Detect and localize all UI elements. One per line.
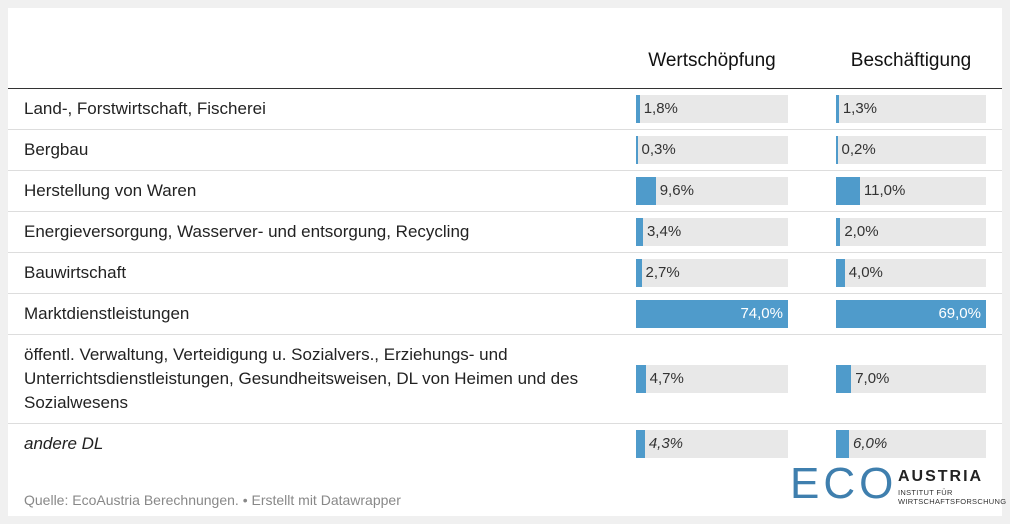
table-row: Bauwirtschaft 2,7% 4,0%: [8, 253, 1002, 294]
value-label: 4,3%: [648, 435, 684, 452]
row-label: Marktdienstleistungen: [24, 304, 190, 323]
table-row: Herstellung von Waren 9,6% 11,0%: [8, 171, 1002, 212]
bar: [836, 218, 841, 246]
bar-background: 9,6%: [636, 177, 788, 205]
table-row: andere DL 4,3% 6,0%: [8, 424, 1002, 464]
bar: [636, 300, 788, 328]
bar: [636, 177, 656, 205]
table-row: Marktdienstleistungen 74,0% 69,0%: [8, 294, 1002, 335]
value-label: 2,7%: [645, 264, 680, 281]
row-label: Bergbau: [24, 140, 89, 159]
row-label: öffentl. Verwaltung, Verteidigung u. Soz…: [24, 345, 579, 412]
bar-background: 0,3%: [636, 136, 788, 164]
row-label: Energieversorgung, Wasserver- und entsor…: [24, 222, 470, 241]
bar: [636, 136, 638, 164]
bar: [836, 136, 838, 164]
bar-background: 1,8%: [636, 95, 788, 123]
bar: [636, 95, 640, 123]
value-label: 2,0%: [844, 223, 879, 240]
value-label: 1,3%: [842, 100, 878, 117]
bar-background: 2,7%: [636, 259, 788, 287]
logo-name: AUSTRIA: [898, 468, 984, 485]
value-label: 3,4%: [646, 223, 682, 240]
row-label: andere DL: [24, 434, 104, 453]
bar: [836, 177, 860, 205]
bar-background: 74,0%: [636, 300, 788, 328]
table-body: Land-, Forstwirtschaft, Fischerei 1,8% 1,3…: [8, 89, 1002, 464]
column-header: Wertschöpfung: [648, 50, 776, 71]
bar-background: 1,3%: [836, 95, 986, 123]
bar: [636, 259, 642, 287]
bar: [836, 365, 852, 393]
table-row: öffentl. Verwaltung, Verteidigung u. Soz…: [8, 335, 1002, 424]
bar: [836, 95, 839, 123]
bar-background: 2,0%: [836, 218, 986, 246]
row-label: Bauwirtschaft: [24, 263, 127, 282]
bar-background: 11,0%: [836, 177, 986, 205]
bar-background: 3,4%: [636, 218, 788, 246]
table-row: Energieversorgung, Wasserver- und entsor…: [8, 212, 1002, 253]
bar: [836, 300, 986, 328]
value-label: 6,0%: [853, 435, 888, 452]
table-row: Bergbau 0,3% 0,2%: [8, 130, 1002, 171]
value-label: 9,6%: [659, 182, 694, 199]
value-label: 11,0%: [863, 182, 906, 199]
bar-background: 4,0%: [836, 259, 986, 287]
table-row: Land-, Forstwirtschaft, Fischerei 1,8% 1,3…: [8, 89, 1002, 130]
logo-line: WIRTSCHAFTSFORSCHUNG: [898, 497, 1007, 506]
column-header: Beschäftigung: [850, 50, 972, 71]
value-label: 69,0%: [938, 305, 981, 322]
bar-background: 69,0%: [836, 300, 986, 328]
bar: [636, 430, 645, 458]
header-row: Wertschöpfung Beschäftigung: [8, 48, 1002, 89]
value-label: 0,3%: [641, 141, 676, 158]
logo-line: INSTITUT FÜR: [898, 488, 953, 497]
value-label: 4,0%: [848, 264, 883, 281]
value-label: 74,0%: [740, 305, 783, 322]
bar-background: 7,0%: [836, 365, 986, 393]
bar: [636, 365, 646, 393]
bar-background: 4,3%: [636, 430, 788, 458]
value-label: 4,7%: [649, 370, 684, 387]
logo-mark: ECO: [790, 459, 898, 508]
source-note: Quelle: EcoAustria Berechnungen. • Erste…: [24, 492, 401, 508]
bar-background: 6,0%: [836, 430, 986, 458]
bar-background: 0,2%: [836, 136, 986, 164]
value-label: 1,8%: [643, 100, 678, 117]
value-label: 7,0%: [855, 370, 890, 387]
row-label: Herstellung von Waren: [24, 181, 197, 200]
table-card: Wertschöpfung Beschäftigung Land-, Forstw…: [8, 8, 1002, 516]
bar: [836, 430, 850, 458]
value-label: 0,2%: [841, 141, 876, 158]
bar-background: 4,7%: [636, 365, 788, 393]
bar: [636, 218, 643, 246]
bar: [836, 259, 845, 287]
row-label: Land-, Forstwirtschaft, Fischerei: [24, 99, 266, 118]
